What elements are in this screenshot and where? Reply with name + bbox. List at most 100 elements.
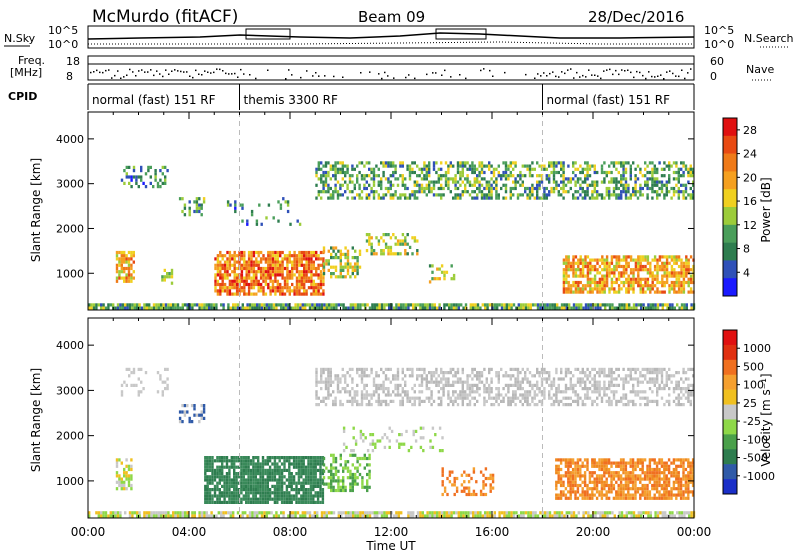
heatmap-cell (610, 462, 612, 465)
heatmap-cell (260, 273, 262, 276)
heatmap-cell (255, 277, 257, 280)
heatmap-cell (453, 307, 455, 310)
heatmap-cell (572, 262, 574, 265)
heatmap-cell (632, 268, 634, 271)
heatmap-cell (330, 371, 332, 374)
freq-point (129, 69, 131, 71)
heatmap-cell (640, 511, 642, 514)
heatmap-cell (638, 511, 640, 514)
heatmap-cell (690, 268, 692, 271)
heatmap-cell (560, 165, 562, 168)
heatmap-cell (640, 307, 642, 310)
heatmap-cell (668, 271, 670, 274)
heatmap-cell (577, 190, 579, 193)
heatmap-cell (230, 511, 232, 514)
heatmap-cell (586, 487, 588, 490)
noise-tick-low-left: 10^0 (48, 38, 78, 51)
heatmap-cell (234, 277, 236, 280)
freq-point (540, 75, 542, 77)
heatmap-cell (536, 197, 538, 200)
heatmap-cell (663, 474, 665, 477)
heatmap-cell (558, 478, 560, 481)
heatmap-cell (412, 307, 414, 310)
heatmap-cell (229, 251, 231, 254)
heatmap-cell (133, 384, 135, 387)
heatmap-cell (315, 456, 317, 459)
heatmap-cell (668, 161, 670, 164)
heatmap-cell (510, 514, 512, 517)
heatmap-cell (269, 293, 271, 296)
heatmap-cell (610, 487, 612, 490)
heatmap-cell (281, 475, 283, 478)
heatmap-cell (210, 307, 212, 310)
heatmap-cell (438, 511, 440, 514)
heatmap-cell (680, 174, 682, 177)
heatmap-cell (125, 471, 127, 474)
heatmap-cell (301, 261, 303, 264)
heatmap-cell (347, 470, 349, 473)
heatmap-cell (651, 478, 653, 481)
heatmap-cell (654, 458, 656, 461)
heatmap-cell (414, 239, 416, 242)
heatmap-cell (245, 466, 247, 469)
heatmap-cell (582, 465, 584, 468)
heatmap-cell (121, 487, 123, 490)
heatmap-cell (201, 417, 203, 420)
heatmap-cell (257, 482, 259, 485)
heatmap-cell (184, 207, 186, 210)
heatmap-cell (231, 264, 233, 267)
heatmap-cell (378, 184, 380, 187)
heatmap-cell (627, 161, 629, 164)
heatmap-cell (601, 262, 603, 265)
heatmap-cell (613, 265, 615, 268)
heatmap-cell (378, 307, 380, 310)
heatmap-cell (601, 474, 603, 477)
heatmap-cell (556, 514, 558, 517)
heatmap-cell (232, 514, 234, 517)
heatmap-cell (395, 511, 397, 514)
heatmap-cell (475, 493, 477, 496)
heatmap-cell (490, 171, 492, 174)
heatmap-cell (293, 264, 295, 267)
heatmap-cell (627, 487, 629, 490)
heatmap-cell (258, 204, 260, 207)
heatmap-cell (596, 291, 598, 294)
heatmap-cell (608, 268, 610, 271)
heatmap-cell (204, 485, 206, 488)
heatmap-cell (464, 187, 466, 190)
heatmap-cell (123, 182, 125, 185)
heatmap-cell (305, 472, 307, 475)
heatmap-cell (649, 177, 651, 180)
heatmap-cell (256, 511, 258, 514)
heatmap-cell (286, 478, 288, 481)
heatmap-cell (219, 488, 221, 491)
heatmap-cell (464, 161, 466, 164)
heatmap-cell (470, 477, 472, 480)
heatmap-cell (676, 281, 678, 284)
heatmap-cell (298, 273, 300, 276)
heatmap-cell (159, 374, 161, 377)
heatmap-cell (241, 280, 243, 283)
heatmap-cell (368, 457, 370, 460)
heatmap-cell (442, 471, 444, 474)
heatmap-cell (317, 456, 319, 459)
heatmap-cell (298, 498, 300, 501)
heatmap-cell (211, 456, 213, 459)
heatmap-cell (477, 307, 479, 310)
heatmap-cell (594, 281, 596, 284)
heatmap-cell (347, 259, 349, 262)
heatmap-cell (250, 469, 252, 472)
heatmap-cell (342, 177, 344, 180)
heatmap-cell (107, 307, 109, 310)
heatmap-cell (267, 482, 269, 485)
heatmap-cell (284, 280, 286, 283)
heatmap-cell (678, 171, 680, 174)
heatmap-cell (501, 303, 503, 306)
heatmap-cell (656, 278, 658, 281)
heatmap-cell (395, 303, 397, 306)
heatmap-cell (597, 307, 599, 310)
heatmap-cell (310, 494, 312, 497)
heatmap-cell (298, 491, 300, 494)
heatmap-cell (352, 269, 354, 272)
heatmap-cell (114, 307, 116, 310)
